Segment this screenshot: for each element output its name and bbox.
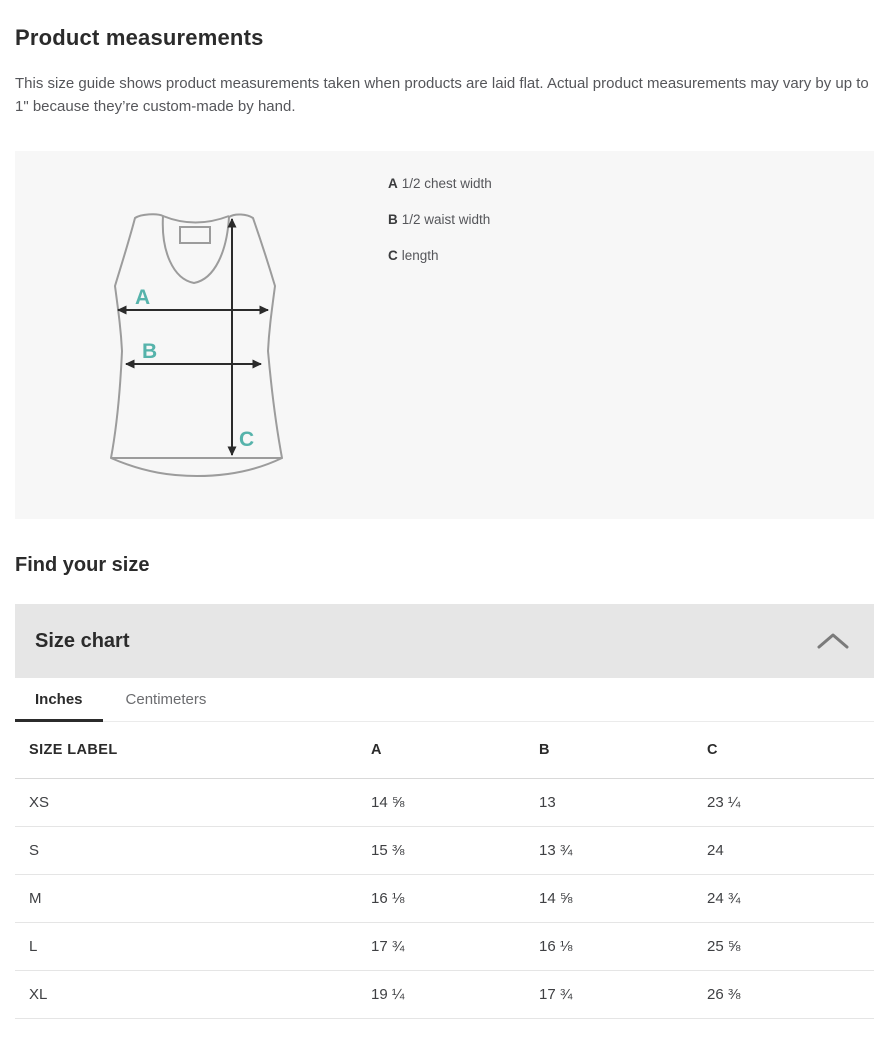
table-header-row: SIZE LABEL A B C bbox=[15, 722, 874, 779]
measurement-c-cell: 24 bbox=[693, 826, 874, 875]
measurement-c-cell: 25 ⅝ bbox=[693, 922, 874, 971]
unit-tabs: Inches Centimeters bbox=[15, 678, 874, 722]
legend-label-b: 1/2 waist width bbox=[401, 212, 491, 227]
measurement-b-cell: 14 ⅝ bbox=[525, 874, 693, 923]
measurement-b-cell: 16 ⅛ bbox=[525, 922, 693, 971]
tab-inches[interactable]: Inches bbox=[15, 678, 103, 722]
tank-top-diagram: A B C bbox=[105, 201, 290, 496]
col-header-c: C bbox=[693, 722, 874, 779]
measurement-a-cell: 19 ¼ bbox=[357, 970, 525, 1019]
legend-item-b: B 1/2 waist width bbox=[388, 213, 492, 227]
table-row: L 17 ¾ 16 ⅛ 25 ⅝ bbox=[15, 922, 874, 971]
size-label-cell: S bbox=[15, 826, 357, 875]
measurement-a-cell: 15 ⅜ bbox=[357, 826, 525, 875]
tank-top-outline-svg: A B C bbox=[110, 213, 283, 478]
diagram-label-c: C bbox=[239, 428, 254, 451]
col-header-size-label: SIZE LABEL bbox=[15, 722, 357, 779]
page-title: Product measurements bbox=[15, 25, 264, 50]
table-row: XL 19 ¼ 17 ¾ 26 ⅜ bbox=[15, 970, 874, 1019]
find-your-size-title: Find your size bbox=[15, 554, 150, 576]
size-chart-collapsible-header[interactable]: Size chart bbox=[15, 604, 874, 678]
size-label-cell: L bbox=[15, 922, 357, 971]
measurement-b-cell: 17 ¾ bbox=[525, 970, 693, 1019]
legend-label-c: length bbox=[401, 248, 439, 263]
measurement-b-cell: 13 bbox=[525, 778, 693, 827]
table-row: XS 14 ⅝ 13 23 ¼ bbox=[15, 778, 874, 827]
legend-label-a: 1/2 chest width bbox=[401, 176, 492, 191]
measurement-a-cell: 14 ⅝ bbox=[357, 778, 525, 827]
measurement-c-cell: 26 ⅜ bbox=[693, 970, 874, 1019]
chevron-up-icon[interactable] bbox=[816, 631, 850, 651]
legend-key-a: A bbox=[388, 176, 398, 191]
size-label-cell: XS bbox=[15, 778, 357, 827]
measurement-diagram-panel: A B C A 1/2 chest width B 1/2 waist width … bbox=[15, 151, 874, 519]
col-header-b: B bbox=[525, 722, 693, 779]
tank-hem-curve bbox=[110, 457, 283, 478]
legend-key-c: C bbox=[388, 248, 398, 263]
tank-neck-label-tag bbox=[179, 226, 211, 244]
diagram-label-b: B bbox=[142, 340, 157, 363]
tank-back-neckline bbox=[162, 215, 230, 224]
tab-centimeters[interactable]: Centimeters bbox=[125, 691, 207, 708]
size-chart-title: Size chart bbox=[35, 629, 130, 652]
measurement-c-cell: 24 ¾ bbox=[693, 874, 874, 923]
size-label-cell: XL bbox=[15, 970, 357, 1019]
col-header-a: A bbox=[357, 722, 525, 779]
table-row: S 15 ⅜ 13 ¾ 24 bbox=[15, 826, 874, 875]
diagram-label-a: A bbox=[135, 286, 150, 309]
size-guide-page: Product measurements This size guide sho… bbox=[15, 25, 874, 1019]
page-description: This size guide shows product measuremen… bbox=[15, 75, 869, 115]
size-label-cell: M bbox=[15, 874, 357, 923]
legend-item-a: A 1/2 chest width bbox=[388, 177, 492, 191]
legend-key-b: B bbox=[388, 212, 398, 227]
measurement-b-cell: 13 ¾ bbox=[525, 826, 693, 875]
measurement-a-cell: 16 ⅛ bbox=[357, 874, 525, 923]
tank-body-outline bbox=[110, 213, 283, 459]
table-row: M 16 ⅛ 14 ⅝ 24 ¾ bbox=[15, 874, 874, 923]
measurement-a-cell: 17 ¾ bbox=[357, 922, 525, 971]
size-chart-table: SIZE LABEL A B C XS 14 ⅝ 13 23 ¼ S 15 ⅜ … bbox=[15, 722, 874, 1019]
measurement-c-cell: 23 ¼ bbox=[693, 778, 874, 827]
